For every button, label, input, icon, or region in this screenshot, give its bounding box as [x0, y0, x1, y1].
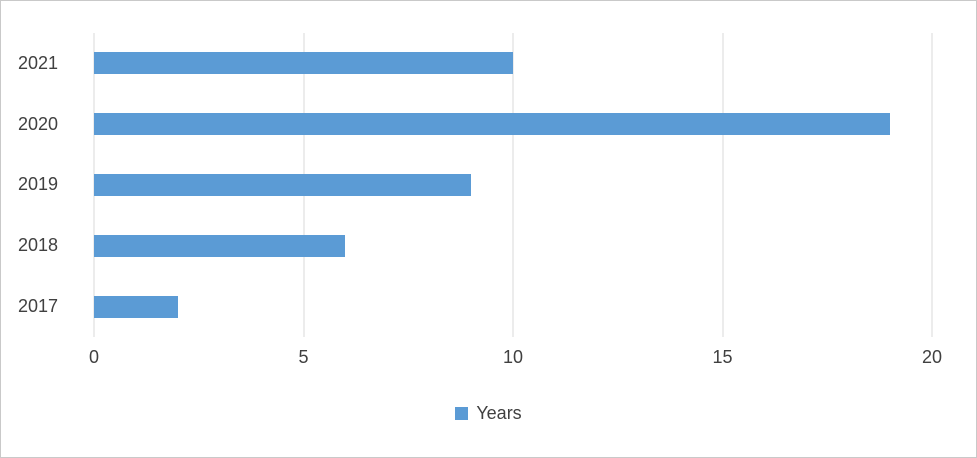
- bar: [94, 52, 513, 75]
- x-axis-tick-labels: 0 5 10 15 20: [89, 347, 942, 369]
- bar-row: [94, 33, 932, 94]
- gridline: [512, 33, 514, 337]
- y-axis-category-labels: 2021 2020 2019 2018 2017: [1, 33, 79, 337]
- tick-label: 10: [502, 347, 524, 367]
- tick-label: 15: [712, 347, 733, 367]
- bar: [94, 113, 891, 136]
- category-label: 2019: [18, 174, 59, 195]
- legend-swatch-icon: [455, 407, 469, 420]
- bar: [94, 295, 178, 318]
- legend-label: Years: [476, 403, 522, 423]
- category-label: 2021: [18, 52, 59, 73]
- bar-row: [94, 276, 932, 337]
- bar-row: [94, 94, 932, 155]
- bar-row: [94, 215, 932, 276]
- plot-area: [93, 33, 933, 337]
- gridline: [931, 33, 933, 337]
- category-label: 2018: [18, 235, 59, 256]
- category-label: 2017: [18, 296, 59, 317]
- bar-row: [94, 155, 932, 216]
- gridline: [722, 33, 723, 337]
- bar-series-group: [94, 33, 932, 337]
- bar: [94, 234, 346, 257]
- category-label: 2020: [18, 113, 59, 134]
- tick-label: 5: [298, 347, 309, 367]
- legend: Years: [1, 403, 976, 424]
- tick-label: 20: [921, 347, 943, 367]
- tick-label: 0: [88, 347, 100, 367]
- bar: [94, 173, 472, 196]
